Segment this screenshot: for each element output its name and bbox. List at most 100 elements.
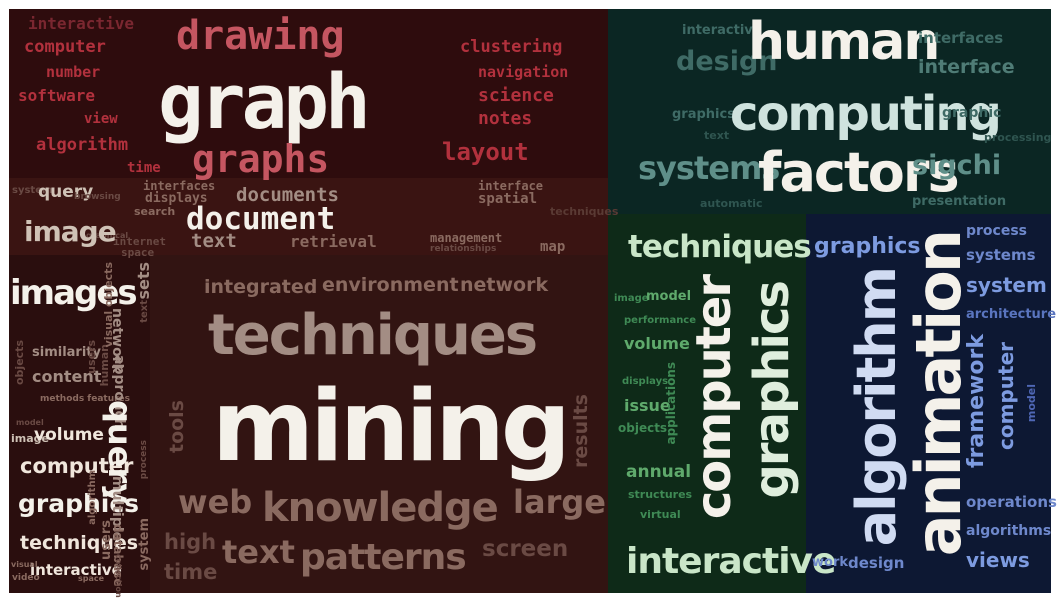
- word-architecture: architecture: [966, 307, 1057, 322]
- word-techniques-green: techniques: [628, 229, 812, 265]
- word-process-middle: process: [139, 440, 149, 480]
- word-tools: tools: [166, 400, 188, 454]
- word-query-middle: query: [101, 400, 139, 505]
- word-spatial: spatial: [478, 191, 538, 207]
- word-results: results: [570, 394, 592, 468]
- word-automatic: automatic: [700, 197, 763, 210]
- word-graphics-blue: graphics: [814, 234, 921, 259]
- word-graphic-teal: graphic: [942, 105, 1002, 121]
- word-techniques-small: techniques: [550, 205, 619, 218]
- word-navigation: navigation: [478, 63, 569, 81]
- word-collection: collection: [114, 554, 123, 598]
- word-computer-left: computer: [20, 454, 134, 478]
- word-mining: mining: [212, 370, 571, 484]
- word-model-green: model: [646, 289, 692, 304]
- word-text-mining: text: [222, 533, 295, 571]
- word-system-middle: system: [137, 518, 152, 571]
- word-interface: interface: [478, 179, 544, 193]
- word-layout: layout: [442, 138, 529, 166]
- word-annual: annual: [626, 462, 692, 482]
- word-text-teal: text: [704, 129, 730, 142]
- word-content: content: [32, 367, 102, 386]
- word-interfaces: interfaces: [143, 179, 216, 193]
- word-visual: visual: [11, 560, 38, 569]
- word-design-blue: design: [848, 554, 905, 572]
- word-computer: computer: [24, 37, 106, 57]
- word-browsing: browsing: [74, 192, 121, 202]
- word-interface-teal: interface: [918, 56, 1015, 78]
- word-systems-teal: systems: [638, 149, 780, 187]
- word-displays-green: displays: [622, 376, 669, 387]
- word-multiple: multiple: [109, 476, 125, 542]
- cluster-panel-graphics: [608, 214, 806, 593]
- word-sets: sets: [134, 262, 153, 300]
- word-graphs: graphs: [192, 137, 330, 181]
- word-users: users: [85, 340, 98, 374]
- word-operations: operations: [966, 493, 1057, 511]
- word-interactive-left: interactive: [30, 561, 122, 579]
- word-objects: objects: [13, 340, 26, 385]
- cluster-panel-mining: [150, 255, 608, 593]
- word-image-green: image: [614, 293, 649, 304]
- word-work: work: [812, 555, 848, 570]
- word-graphical: graphical: [86, 231, 129, 240]
- word-drawing: drawing: [176, 13, 345, 59]
- word-interactive: interactive: [28, 14, 134, 33]
- word-software: software: [18, 86, 96, 105]
- word-map: map: [540, 239, 566, 255]
- word-management: management: [430, 231, 503, 245]
- word-space: space: [121, 246, 155, 259]
- word-volume-green: volume: [624, 334, 690, 353]
- word-text-middle: text: [139, 300, 150, 323]
- word-view: view: [84, 111, 118, 127]
- word-graphics-left: graphics: [18, 489, 140, 518]
- word-network: network: [460, 274, 549, 296]
- word-high: high: [164, 530, 217, 554]
- word-objects-green: objects: [618, 421, 668, 435]
- word-image-small: image: [11, 432, 49, 445]
- word-system: system: [12, 185, 53, 196]
- word-relationships: relationships: [430, 244, 497, 254]
- cluster-panel-human: [608, 9, 1051, 214]
- word-time-mining: time: [164, 560, 218, 584]
- word-images: images: [10, 273, 138, 313]
- word-algorithms: algorithms: [966, 523, 1052, 539]
- word-sigchi: sigchi: [912, 150, 1002, 181]
- word-algorithm-middle: algorithm: [87, 470, 98, 525]
- word-video: video: [12, 573, 40, 583]
- word-process: process: [966, 223, 1028, 239]
- word-documents: documents: [236, 184, 339, 206]
- word-systems-blue: systems: [966, 246, 1036, 264]
- word-factors: factors: [758, 141, 960, 204]
- word-approach: approach: [111, 355, 127, 429]
- word-human: human: [748, 12, 940, 72]
- word-displays: displays: [145, 191, 208, 206]
- word-animation: animation: [902, 232, 975, 557]
- word-integrated: integrated: [204, 276, 318, 298]
- word-document: document: [186, 201, 336, 237]
- word-algorithm-blue: algorithm: [845, 268, 908, 547]
- word-computer-blue: computer: [994, 342, 1018, 450]
- word-interactive-green: interactive: [626, 541, 836, 582]
- word-notes: notes: [478, 108, 533, 129]
- word-database: database: [111, 524, 125, 587]
- word-computer-green: computer: [686, 276, 742, 520]
- word-network-small: network: [109, 308, 125, 373]
- word-methods-features: methods features: [40, 394, 131, 404]
- word-system-blue: system: [966, 273, 1047, 297]
- cluster-panel-images: [9, 255, 150, 593]
- word-interactive-teal: interactive: [682, 23, 762, 38]
- word-number: number: [46, 63, 101, 81]
- word-techniques: techniques: [208, 303, 538, 368]
- word-retrieval: retrieval: [290, 232, 377, 251]
- word-computing: computing: [730, 86, 1002, 142]
- word-model: model: [16, 418, 44, 427]
- word-interfaces-teal: interfaces: [918, 29, 1004, 47]
- word-large: large: [513, 483, 606, 521]
- word-model-blue: model: [1025, 384, 1038, 423]
- word-science: science: [478, 85, 554, 106]
- word-presentation: presentation: [912, 194, 1007, 209]
- word-web: web: [178, 483, 253, 521]
- word-issue: issue: [624, 396, 671, 415]
- word-environment: environment: [322, 274, 459, 296]
